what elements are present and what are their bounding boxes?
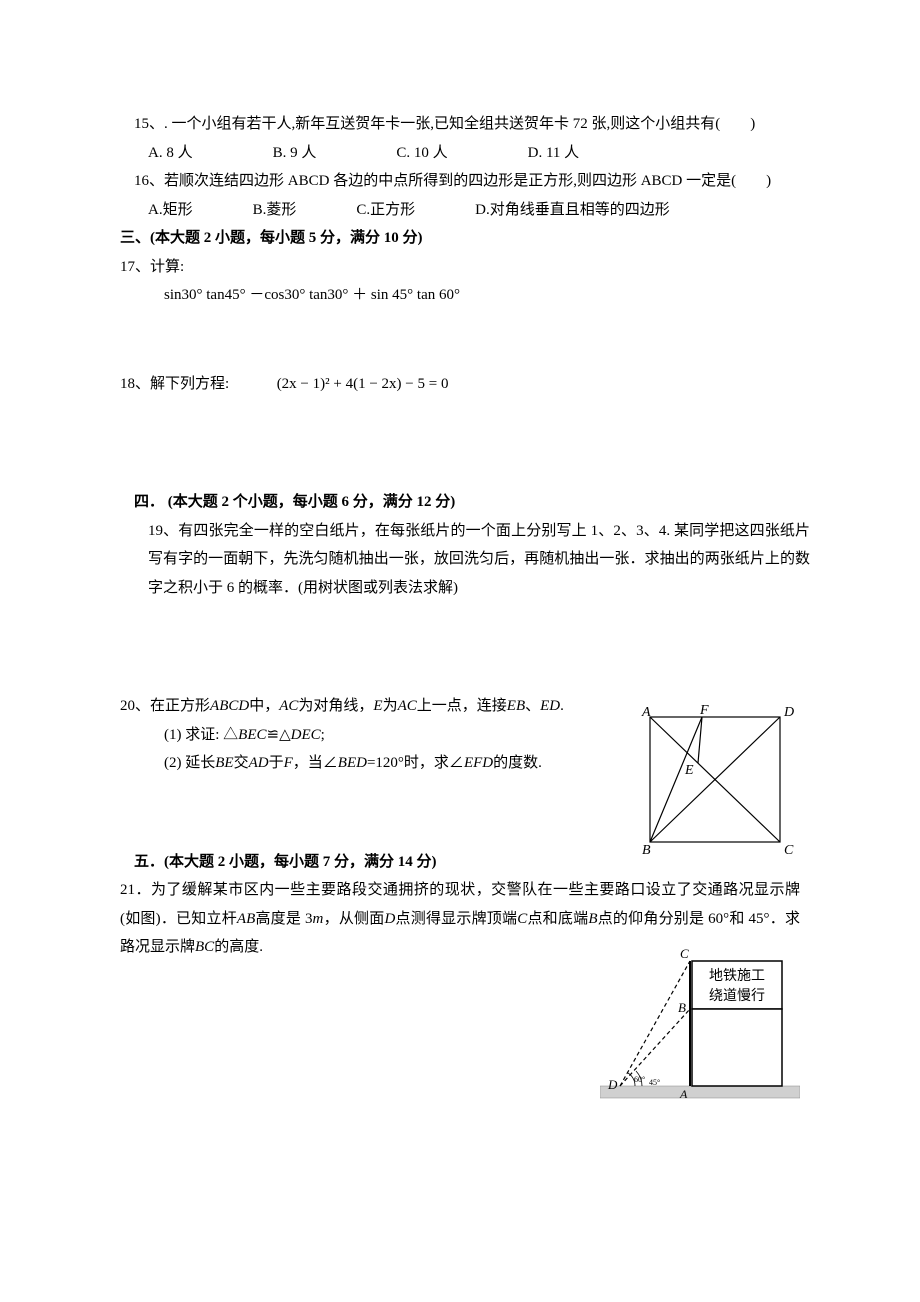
svg-text:45°: 45° bbox=[649, 1078, 660, 1087]
q15-opt-c: C. 10 人 bbox=[396, 139, 447, 168]
svg-text:A: A bbox=[679, 1087, 688, 1101]
svg-text:60°: 60° bbox=[634, 1075, 645, 1084]
svg-text:B: B bbox=[642, 843, 651, 858]
q19-text: 19、有四张完全一样的空白纸片，在每张纸片的一个面上分别写上 1、2、3、4. … bbox=[120, 517, 810, 603]
section3-heading: 三、(本大题 2 小题，每小题 5 分，满分 10 分) bbox=[120, 224, 810, 253]
q20-figure: A F D E B C bbox=[630, 702, 800, 862]
q21-figure: 地铁施工 绕道慢行 C B D A 60° 45° bbox=[600, 946, 800, 1106]
svg-text:A: A bbox=[641, 705, 651, 720]
q16-opt-a: A.矩形 bbox=[148, 196, 193, 225]
q17-line: 17、计算: bbox=[120, 253, 810, 282]
q18-line: 18、解下列方程: (2x − 1)² + 4(1 − 2x) − 5 = 0 bbox=[120, 370, 810, 399]
svg-text:C: C bbox=[680, 946, 689, 961]
q16-options: A.矩形 B.菱形 C.正方形 D.对角线垂直且相等的四边形 bbox=[120, 196, 810, 225]
q18-formula: (2x − 1)² + 4(1 − 2x) − 5 = 0 bbox=[277, 376, 449, 392]
q15-opt-d: D. 11 人 bbox=[528, 139, 580, 168]
section4-heading: 四． (本大题 2 个小题，每小题 6 分，满分 12 分) bbox=[120, 488, 810, 517]
svg-text:F: F bbox=[699, 703, 709, 718]
q16-opt-c: C.正方形 bbox=[356, 196, 415, 225]
q16-opt-b: B.菱形 bbox=[253, 196, 297, 225]
q15-opt-a: A. 8 人 bbox=[148, 139, 193, 168]
svg-text:B: B bbox=[678, 1000, 686, 1015]
svg-text:E: E bbox=[684, 763, 694, 778]
svg-text:绕道慢行: 绕道慢行 bbox=[709, 987, 765, 1004]
svg-text:D: D bbox=[607, 1077, 618, 1092]
q15-opt-b: B. 9 人 bbox=[273, 139, 317, 168]
q15-text: 15、. 一个小组有若干人,新年互送贺年卡一张,已知全组共送贺年卡 72 张,则… bbox=[120, 110, 810, 139]
svg-text:地铁施工: 地铁施工 bbox=[709, 968, 765, 984]
q16-opt-d: D.对角线垂直且相等的四边形 bbox=[475, 196, 670, 225]
q16-text: 16、若顺次连结四边形 ABCD 各边的中点所得到的四边形是正方形,则四边形 A… bbox=[120, 167, 810, 196]
svg-text:C: C bbox=[784, 843, 794, 858]
q15-options: A. 8 人 B. 9 人 C. 10 人 D. 11 人 bbox=[120, 139, 810, 168]
svg-text:D: D bbox=[783, 705, 794, 720]
q17-formula: sin30° tan45° －cos30° tan30° ＋ sin 45° t… bbox=[120, 281, 810, 310]
